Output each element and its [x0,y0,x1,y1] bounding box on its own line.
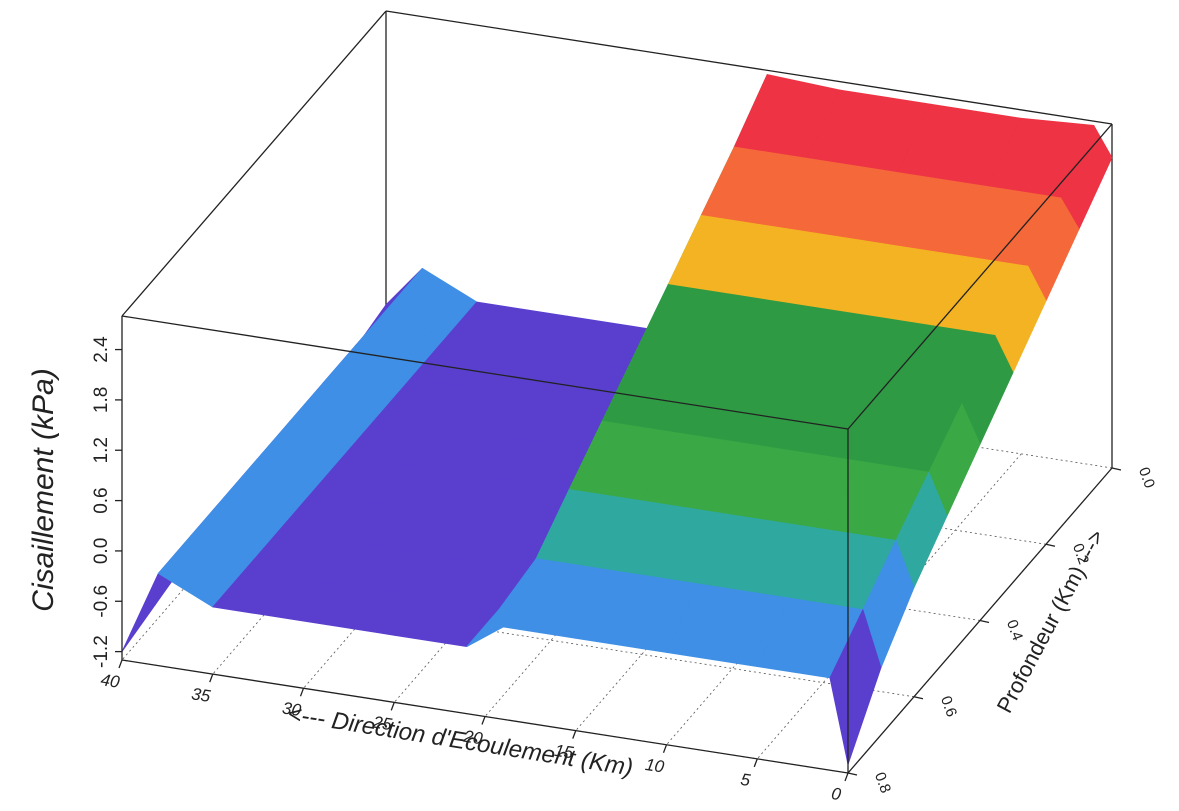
y-tick-label: 0.4 [1003,618,1026,643]
box-edge [385,10,1113,125]
x-tick-mark [390,702,395,711]
x-tick-mark [299,688,305,697]
box-edge [847,123,1113,430]
z-axis-title: Cisaillement (kPa) [27,368,60,611]
x-tick-label: 0 [830,784,843,804]
x-tick-label: 10 [644,755,666,777]
x-tick-label: 30 [281,698,303,720]
z-tick-label: 2.4 [91,336,112,363]
y-tick-label: 0.8 [871,770,894,795]
box-edge [121,10,387,317]
y-tick-mark [979,619,990,624]
z-tick-label: 0.6 [91,487,112,513]
x-tick-label: 25 [371,712,394,734]
x-tick-mark [118,659,123,669]
y-tick-mark [1111,467,1122,471]
x-tick-label: 15 [553,741,575,763]
labels: -1.2 -0.6 0.0 0.6 1.2 1.8 2.4 40 35 30 25 20 15 10 5 0 0… [91,336,1158,804]
x-tick-label: 35 [190,684,212,706]
y-tick-mark [913,696,924,700]
x-tick-mark [662,744,668,753]
surface-patch [829,609,882,765]
z-tick-label: -0.6 [91,585,112,618]
x-tick-mark [209,673,214,683]
x-tick-mark [844,772,849,782]
box-edge [121,315,849,430]
x-tick-label: 40 [99,670,121,692]
z-tick-label: -1.2 [91,635,112,668]
y-tick-mark [847,772,858,776]
x-tick-label: 20 [461,726,484,748]
x-tick-mark [481,716,486,725]
z-tick-label: 0.0 [91,538,112,564]
z-tick-label: 1.8 [91,387,112,413]
x-tick-label: 5 [739,770,752,790]
y-tick-label: 0.0 [1135,465,1158,490]
x-tick-mark [572,730,577,739]
surface [121,74,1113,765]
y-tick-label: 0.2 [1069,541,1092,566]
y-tick-mark [1045,543,1056,547]
box-front [121,10,1113,773]
y-tick-label: 0.6 [937,694,960,719]
x-tick-mark [753,758,758,768]
z-tick-label: 1.2 [91,437,112,463]
